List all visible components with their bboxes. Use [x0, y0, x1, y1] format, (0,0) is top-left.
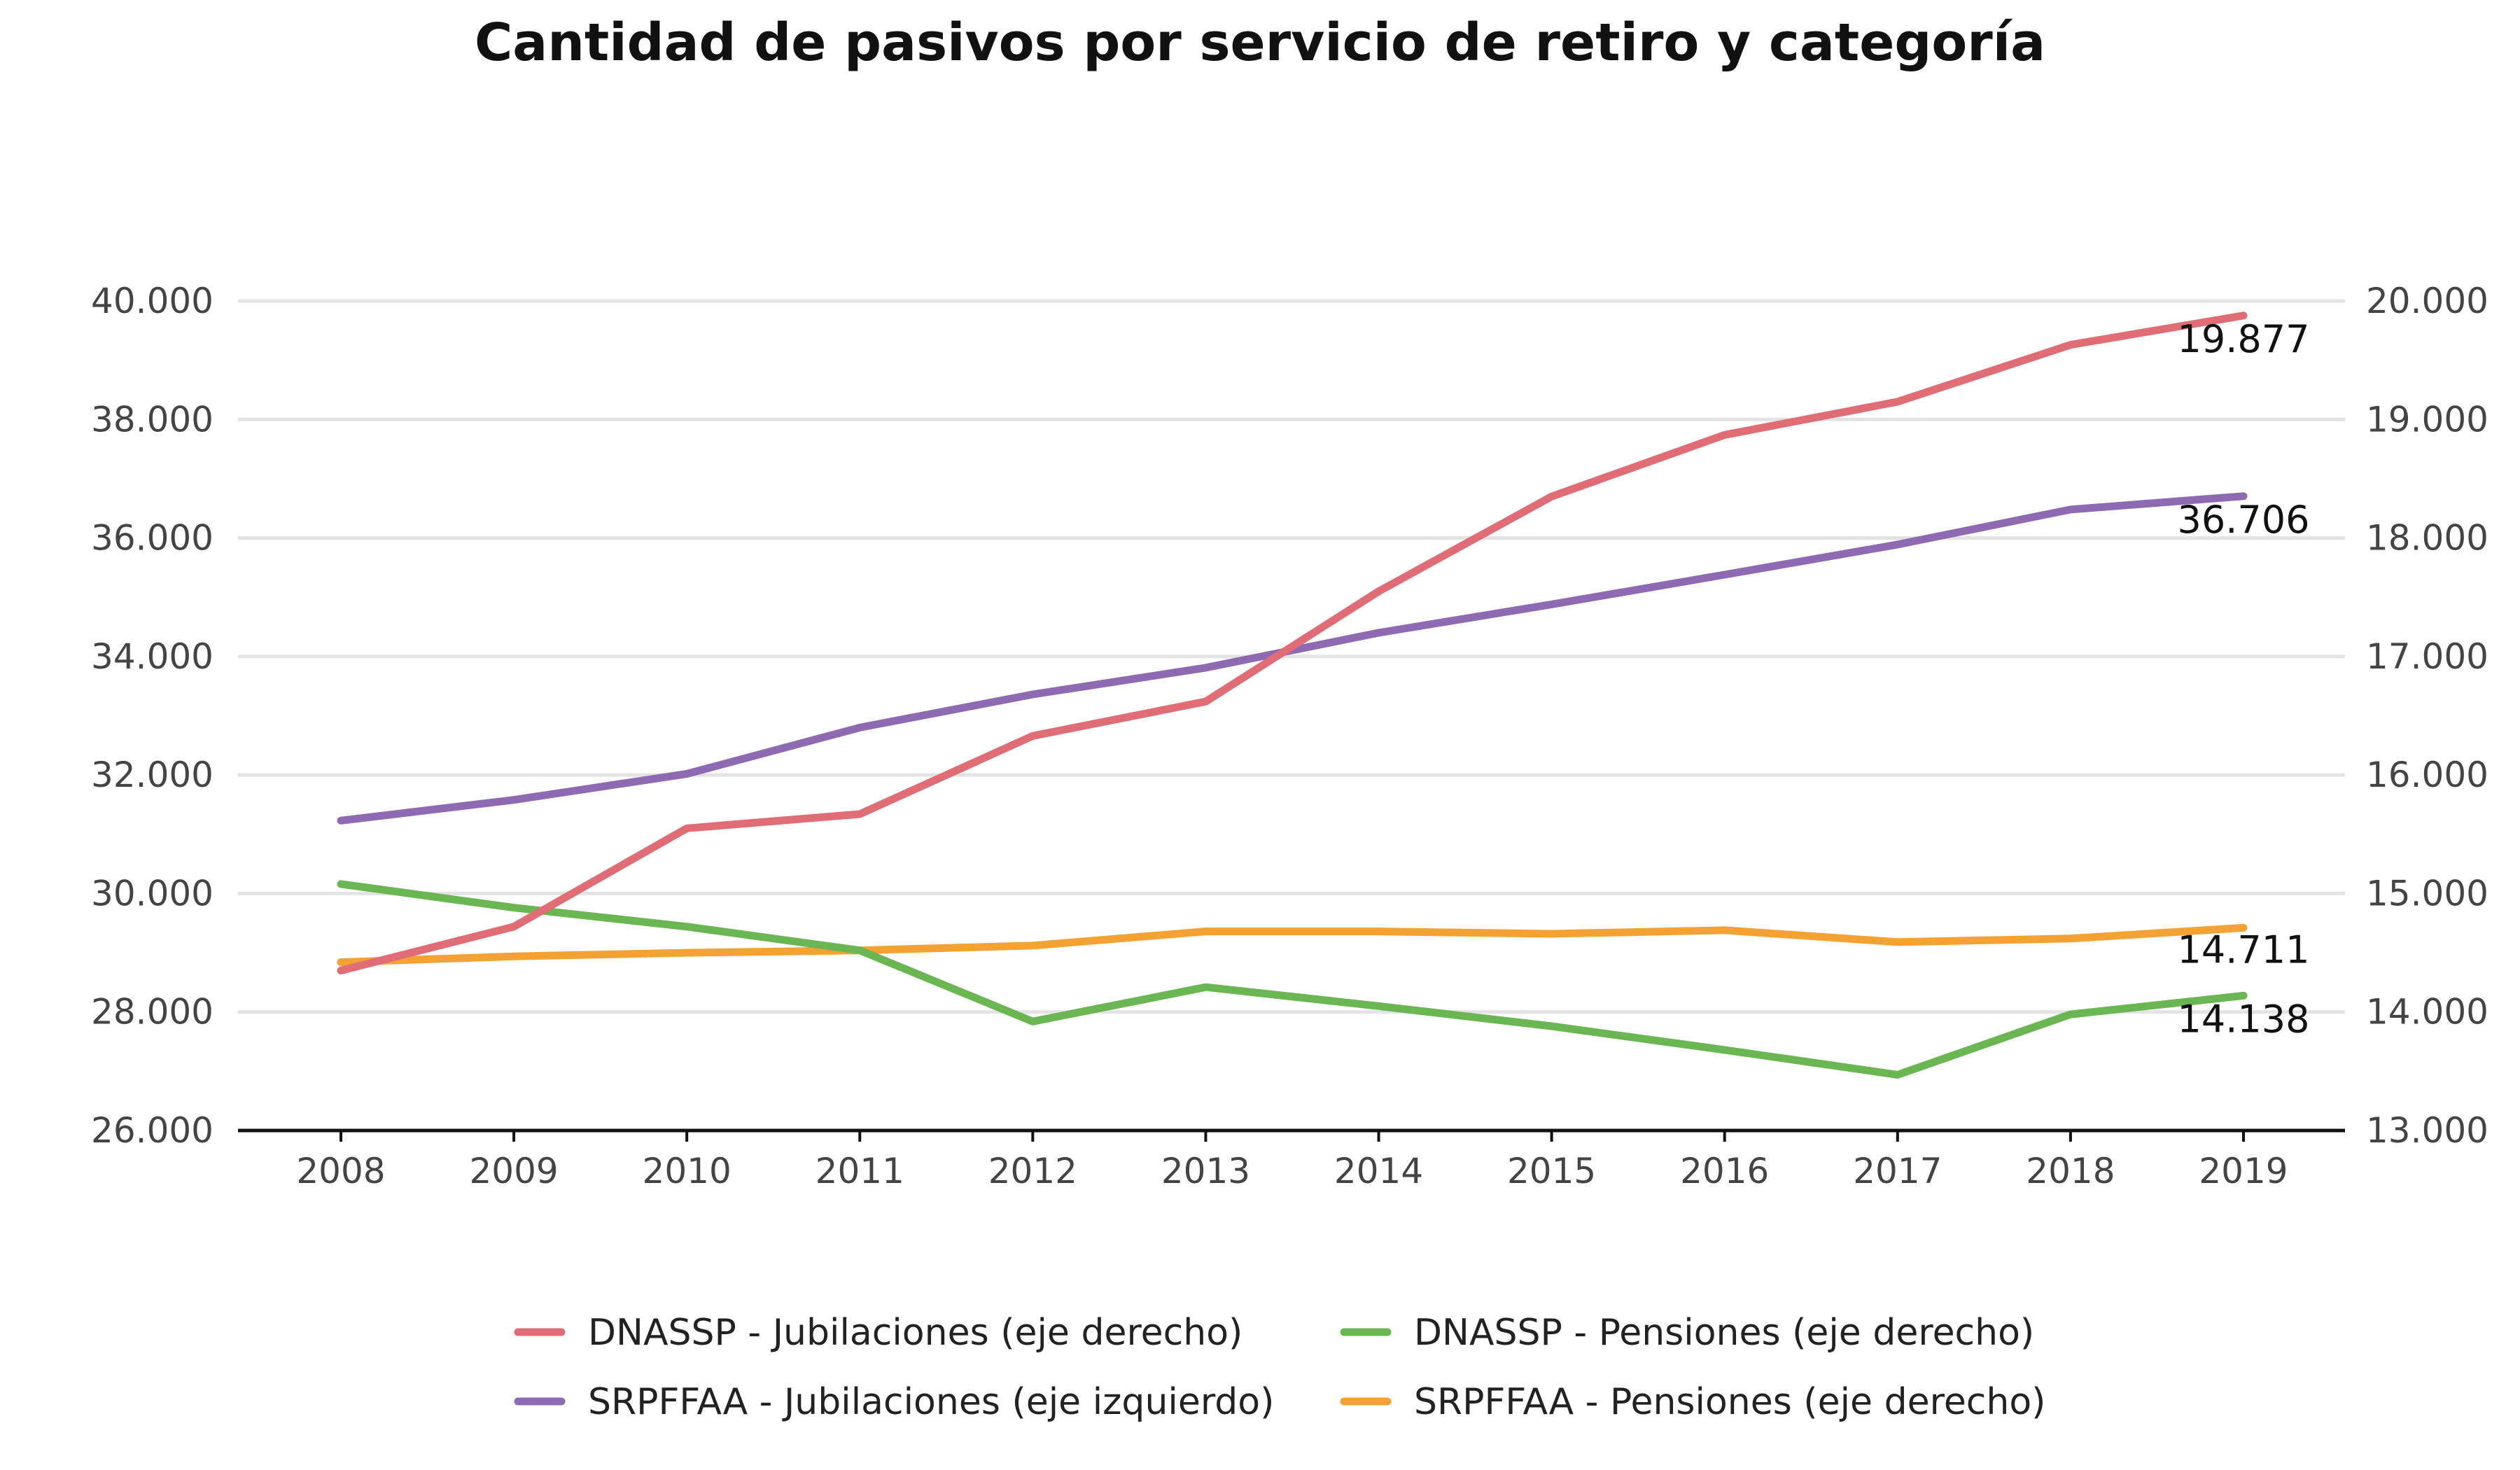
series-end-label: 36.706 [2178, 498, 2310, 542]
x-tick-label: 2013 [1161, 1151, 1250, 1191]
y-right-tick-label: 13.000 [2366, 1110, 2488, 1151]
y-left-tick-label: 26.000 [91, 1110, 214, 1151]
legend-label: SRPFFAA - Pensiones (eje derecho) [1414, 1381, 2045, 1423]
y-right-tick-label: 14.000 [2366, 992, 2488, 1032]
series-end-label: 14.711 [2178, 927, 2310, 972]
y-right-tick-label: 20.000 [2366, 281, 2488, 321]
series-end-label: 19.877 [2178, 317, 2310, 361]
axes: 26.000 28.000 30.000 32.000 34.000 36.000 38.0… [91, 281, 2488, 1191]
chart-title: Cantidad de pasivos por servicio de reti… [474, 13, 2046, 73]
x-tick-label: 2016 [1680, 1151, 1769, 1191]
x-tick-label: 2017 [1853, 1151, 1942, 1191]
y-right-tick-label: 19.000 [2366, 399, 2488, 440]
y-left-tick-label: 32.000 [91, 755, 214, 795]
x-tick-label: 2009 [469, 1151, 558, 1191]
series-lines [337, 312, 2248, 1079]
y-left-tick-label: 34.000 [91, 636, 214, 677]
x-tick-label: 2008 [296, 1151, 385, 1191]
series-line [337, 312, 2248, 974]
legend-label: DNASSP - Jubilaciones (eje derecho) [588, 1312, 1242, 1354]
y-right-tick-label: 15.000 [2366, 873, 2488, 913]
x-tick-label: 2018 [2026, 1151, 2115, 1191]
series-line [337, 492, 2248, 825]
x-tick-label: 2019 [2199, 1151, 2288, 1191]
series-line [337, 923, 2248, 967]
x-tick-label: 2011 [816, 1151, 904, 1191]
series-line [337, 880, 2248, 1079]
y-right-tick-label: 17.000 [2366, 636, 2488, 677]
y-left-tick-label: 36.000 [91, 518, 214, 559]
y-left-tick-label: 28.000 [91, 992, 214, 1032]
y-right-tick-label: 16.000 [2366, 755, 2488, 795]
x-tick-label: 2014 [1334, 1151, 1423, 1191]
data-labels: 19.877 14.138 36.706 14.711 [2178, 317, 2310, 1042]
x-tick-label: 2010 [643, 1151, 732, 1191]
series-end-label: 14.138 [2178, 997, 2310, 1041]
y-left-tick-label: 30.000 [91, 873, 214, 913]
legend-label: SRPFFAA - Jubilaciones (eje izquierdo) [588, 1381, 1274, 1423]
x-tick-label: 2012 [988, 1151, 1077, 1191]
y-left-tick-label: 40.000 [91, 281, 214, 321]
legend-label: DNASSP - Pensiones (eje derecho) [1414, 1312, 2034, 1354]
y-left-tick-label: 38.000 [91, 399, 214, 440]
x-tick-label: 2015 [1507, 1151, 1596, 1191]
gridlines [238, 299, 2345, 1014]
y-right-tick-label: 18.000 [2366, 518, 2488, 559]
legend: DNASSP - Jubilaciones (eje derecho) DNASS… [514, 1312, 2045, 1423]
